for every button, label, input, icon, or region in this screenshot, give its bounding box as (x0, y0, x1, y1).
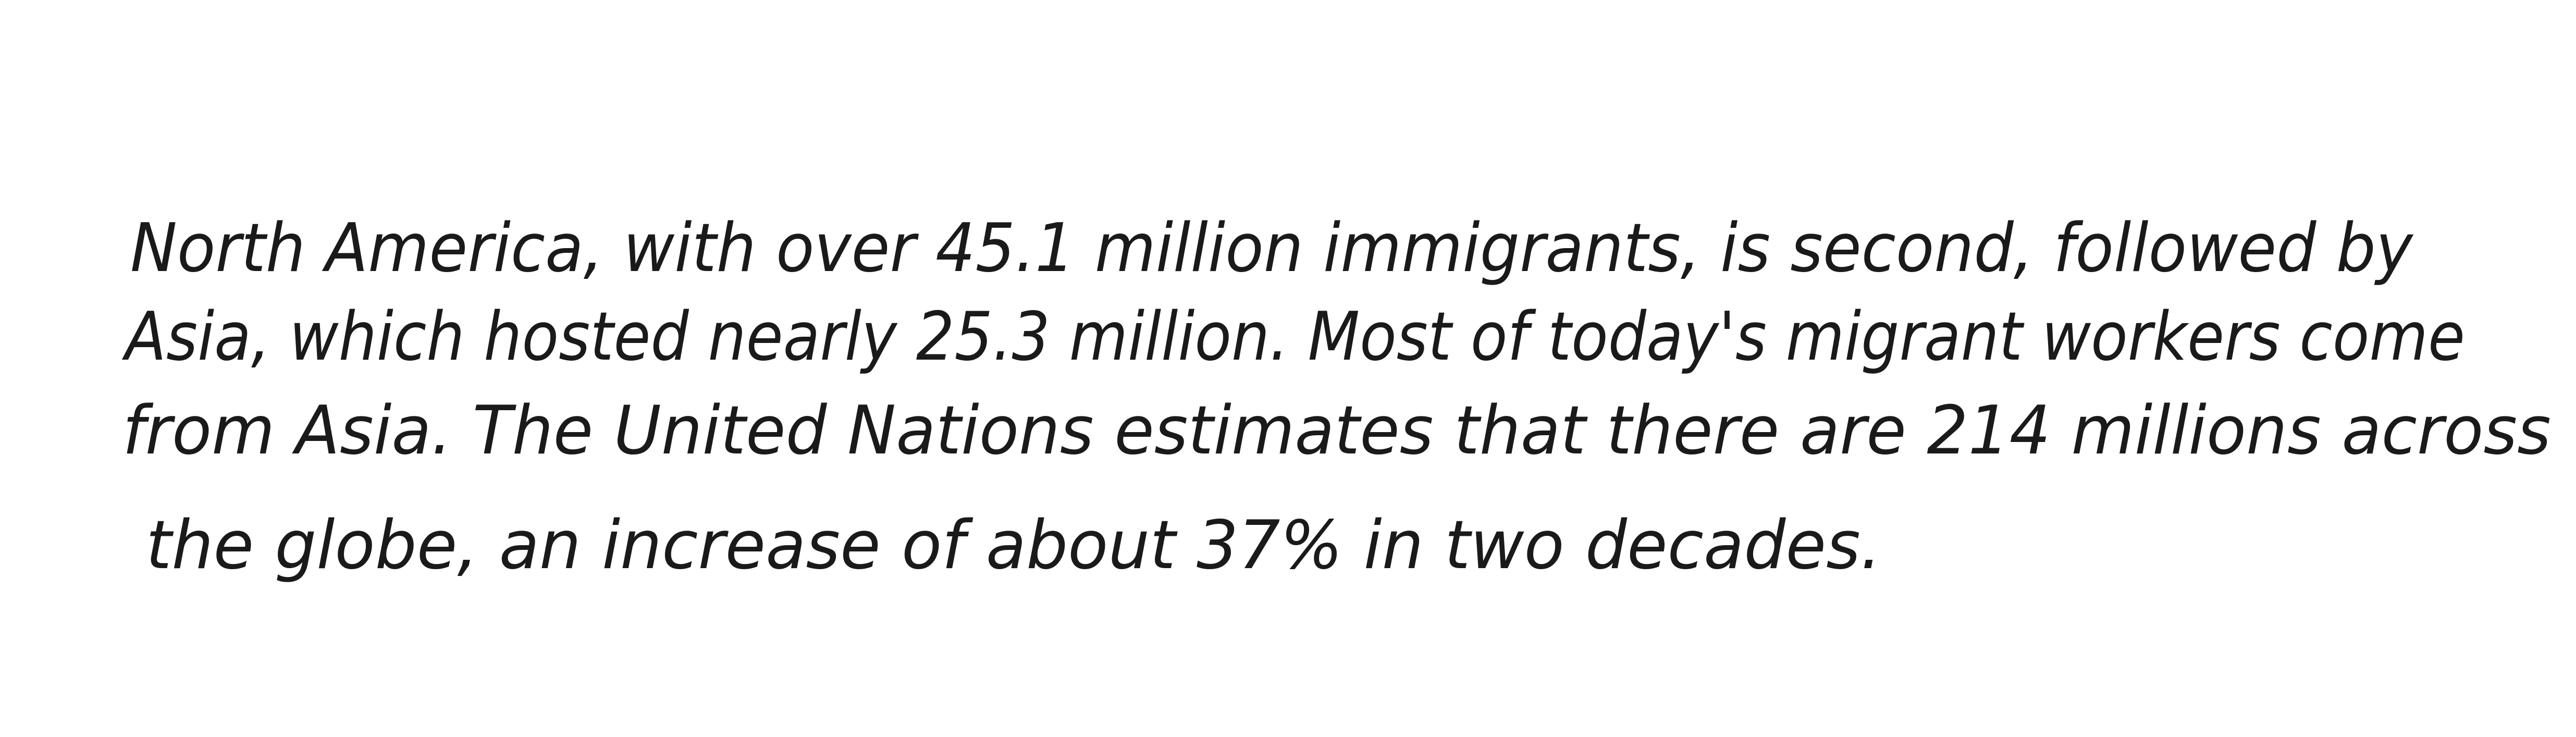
text-line: the globe, an increase of about 37% in t… (146, 507, 1881, 584)
text-line: North America, with over 45.1 million im… (130, 210, 2414, 287)
text-line: from Asia. The United Nations estimates … (122, 392, 2551, 470)
text-line: Asia, which hosted nearly 25.3 million. … (122, 298, 2465, 376)
